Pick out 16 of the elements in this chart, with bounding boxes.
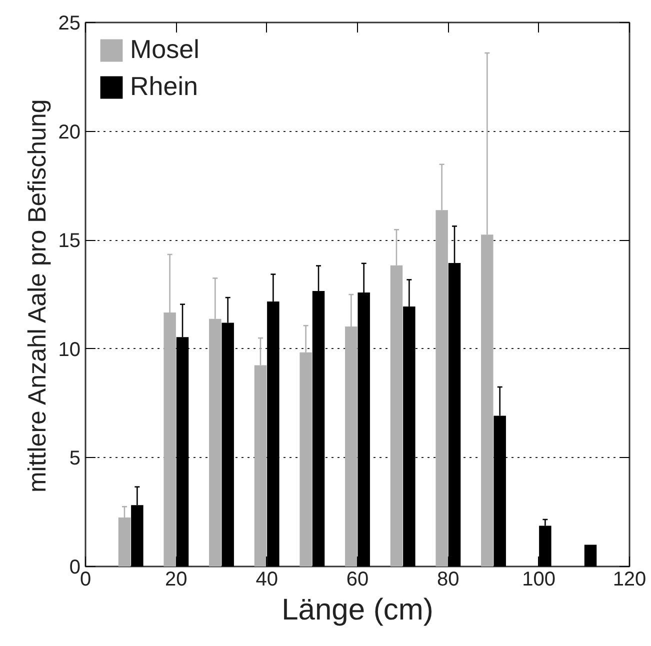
y-tick-label: 5	[69, 448, 80, 470]
legend-label: Rhein	[130, 71, 198, 102]
x-tick-label: 60	[346, 568, 369, 590]
x-tick-label: 40	[256, 568, 278, 590]
y-tick-label: 20	[58, 121, 81, 144]
legend-label: Mosel	[130, 34, 200, 65]
y-tick-label: 10	[58, 338, 81, 361]
bar	[584, 544, 597, 566]
x-tick-label: 80	[437, 568, 460, 590]
y-tick-label: 15	[58, 230, 81, 252]
x-axis-title: Länge (cm)	[282, 594, 434, 626]
x-tick-label: 120	[612, 568, 646, 590]
x-tick-label: 20	[165, 568, 188, 590]
y-axis-title: mittlere Anzahl Aale pro Befischung	[23, 99, 52, 493]
y-tick-label: 25	[58, 12, 81, 34]
x-tick-label: 100	[522, 568, 556, 590]
